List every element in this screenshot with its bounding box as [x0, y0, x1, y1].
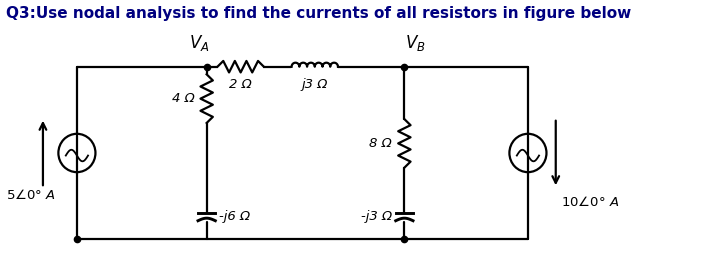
Text: $10\angle0°\ A$: $10\angle0°\ A$ [560, 195, 619, 209]
Text: j3 Ω: j3 Ω [302, 78, 328, 91]
Text: $V_B$: $V_B$ [405, 33, 426, 53]
Text: 2 Ω: 2 Ω [229, 78, 252, 91]
Text: $5\angle0°\ A$: $5\angle0°\ A$ [6, 188, 56, 202]
Text: 4 Ω: 4 Ω [171, 92, 195, 105]
Text: $V_A$: $V_A$ [189, 33, 209, 53]
Text: 8 Ω: 8 Ω [369, 137, 392, 150]
Text: -j6 Ω: -j6 Ω [219, 210, 250, 223]
Text: -j3 Ω: -j3 Ω [361, 210, 392, 223]
Text: Q3:Use nodal analysis to find the currents of all resistors in figure below: Q3:Use nodal analysis to find the curren… [6, 6, 631, 21]
